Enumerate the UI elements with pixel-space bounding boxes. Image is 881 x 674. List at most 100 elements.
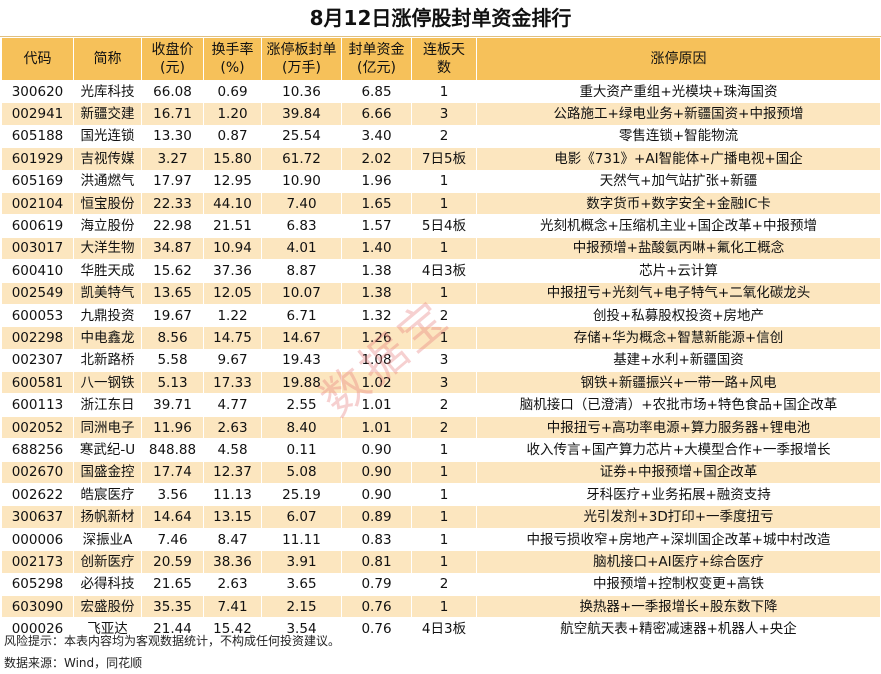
- table-row: 002941 新疆交建 16.71 1.20 39.84 6.66 3 公路施工+绿电业务+新…: [1, 102, 881, 126]
- cell-sealed-funds: 1.38: [341, 259, 412, 283]
- cell-consecutive-days: 2: [411, 303, 477, 328]
- header-label: 涨停原因: [650, 51, 707, 67]
- cell-turnover-rate: 14.75: [203, 326, 262, 350]
- header-row: 代码 简称 收盘价 (元) 换手率 (%) 涨停板封单 (万手) 封单资金 (亿元) 连板天数 涨停原…: [1, 37, 881, 81]
- cell-limit-up-reason: 中报扭亏+高功率电源+算力服务器+锂电池: [476, 415, 881, 440]
- table-row: 601929 吉视传媒 3.27 15.80 61.72 2.02 7日5板 电影《731》+…: [1, 147, 881, 171]
- table-row: 002298 中电鑫龙 8.56 14.75 14.67 1.26 1 存储+华为概念+智慧新…: [1, 326, 881, 350]
- cell-code: 601929: [1, 147, 74, 171]
- cell-sealed-funds: 1.57: [341, 214, 412, 238]
- cell-name: 光库科技: [73, 79, 142, 104]
- cell-sealed-funds: 0.89: [341, 505, 412, 529]
- header-label: 换手率: [211, 42, 254, 58]
- table-row: 600581 八一钢铁 5.13 17.33 19.88 1.02 3 钢铁+新疆振兴+一带一…: [1, 371, 881, 395]
- cell-turnover-rate: 4.58: [203, 438, 262, 462]
- cell-close-price: 35.35: [141, 594, 204, 619]
- header-label: 代码: [23, 51, 52, 67]
- cell-limit-up-reason: 电影《731》+AI智能体+广播电视+国企: [476, 147, 881, 171]
- cell-limit-up-reason: 芯片+云计算: [476, 259, 881, 283]
- table-row: 002307 北新路桥 5.58 9.67 19.43 1.08 3 基建+水利+新疆国资: [1, 348, 881, 373]
- header-unit: (万手): [282, 60, 321, 76]
- cell-name: 同洲电子: [73, 415, 142, 440]
- cell-close-price: 848.88: [141, 438, 204, 462]
- cell-name: 大洋生物: [73, 236, 142, 261]
- cell-code: 002549: [1, 281, 74, 305]
- cell-name: 深振业A: [73, 527, 142, 552]
- cell-code: 000026: [1, 617, 74, 641]
- cell-sealed-funds: 1.96: [341, 169, 412, 193]
- header-unit: (元): [160, 60, 185, 76]
- table-row: 603090 宏盛股份 35.35 7.41 2.15 0.76 1 换热器+一季报增长+股东…: [1, 594, 881, 619]
- header-code: 代码: [1, 37, 74, 81]
- cell-name: 北新路桥: [73, 348, 142, 373]
- cell-limit-up-reason: 脑机接口+AI医疗+综合医疗: [476, 550, 881, 574]
- cell-limit-up-reason: 钢铁+新疆振兴+一带一路+风电: [476, 371, 881, 395]
- header-unit: 数: [437, 60, 451, 76]
- cell-limit-up-orders: 10.90: [261, 169, 342, 193]
- cell-sealed-funds: 0.90: [341, 483, 412, 507]
- cell-consecutive-days: 1: [411, 483, 477, 507]
- cell-turnover-rate: 21.51: [203, 214, 262, 238]
- table-body: 300620 光库科技 66.08 0.69 10.36 6.85 1 重大资产重组+光模块+…: [1, 79, 881, 641]
- table-row: 002622 皓宸医疗 3.56 11.13 25.19 0.90 1 牙科医疗+业务拓展+融…: [1, 483, 881, 507]
- cell-name: 八一钢铁: [73, 371, 142, 395]
- table-row: 002052 同洲电子 11.96 2.63 8.40 1.01 2 中报扭亏+高功率电源+算…: [1, 415, 881, 440]
- cell-consecutive-days: 1: [411, 438, 477, 462]
- cell-close-price: 3.27: [141, 147, 204, 171]
- cell-name: 海立股份: [73, 214, 142, 238]
- cell-sealed-funds: 6.66: [341, 102, 412, 126]
- header-limit-up-orders: 涨停板封单 (万手): [261, 37, 342, 81]
- cell-code: 600113: [1, 393, 74, 417]
- cell-turnover-rate: 13.15: [203, 505, 262, 529]
- table-row: 002104 恒宝股份 22.33 44.10 7.40 1.65 1 数字货币+数字安全+金…: [1, 191, 881, 216]
- cell-limit-up-orders: 6.83: [261, 214, 342, 238]
- cell-sealed-funds: 0.76: [341, 594, 412, 619]
- cell-close-price: 14.64: [141, 505, 204, 529]
- cell-consecutive-days: 1: [411, 594, 477, 619]
- cell-consecutive-days: 5日4板: [411, 214, 477, 238]
- table-row: 000026 飞亚达 21.44 15.42 3.54 0.76 4日3板 航空航天表+精密减…: [1, 617, 881, 641]
- header-close-price: 收盘价 (元): [141, 37, 204, 81]
- cell-consecutive-days: 1: [411, 281, 477, 305]
- cell-limit-up-orders: 2.15: [261, 594, 342, 619]
- header-consecutive-days: 连板天数: [411, 37, 477, 81]
- cell-name: 宏盛股份: [73, 594, 142, 619]
- table-row: 000006 深振业A 7.46 8.47 11.11 0.83 1 中报亏损收窄+房地产+深…: [1, 527, 881, 552]
- cell-consecutive-days: 1: [411, 460, 477, 485]
- cell-close-price: 22.33: [141, 191, 204, 216]
- cell-limit-up-reason: 零售连锁+智能物流: [476, 124, 881, 149]
- cell-limit-up-orders: 39.84: [261, 102, 342, 126]
- cell-limit-up-orders: 11.11: [261, 527, 342, 552]
- cell-turnover-rate: 9.67: [203, 348, 262, 373]
- table-row: 300637 扬帆新材 14.64 13.15 6.07 0.89 1 光引发剂+3D打印+一…: [1, 505, 881, 529]
- cell-limit-up-reason: 数字货币+数字安全+金融IC卡: [476, 191, 881, 216]
- cell-turnover-rate: 12.05: [203, 281, 262, 305]
- cell-limit-up-orders: 61.72: [261, 147, 342, 171]
- limit-up-table: 代码 简称 收盘价 (元) 换手率 (%) 涨停板封单 (万手) 封单资金 (亿元) 连板天数 涨停原…: [1, 37, 881, 641]
- cell-code: 300637: [1, 505, 74, 529]
- cell-code: 688256: [1, 438, 74, 462]
- cell-sealed-funds: 0.79: [341, 572, 412, 596]
- cell-consecutive-days: 3: [411, 371, 477, 395]
- cell-name: 吉视传媒: [73, 147, 142, 171]
- cell-consecutive-days: 1: [411, 527, 477, 552]
- cell-limit-up-reason: 脑机接口（已澄清）+农批市场+特色食品+国企改革: [476, 393, 881, 417]
- cell-sealed-funds: 1.32: [341, 303, 412, 328]
- cell-limit-up-reason: 证券+中报预增+国企改革: [476, 460, 881, 485]
- cell-turnover-rate: 0.69: [203, 79, 262, 104]
- cell-limit-up-orders: 6.71: [261, 303, 342, 328]
- cell-close-price: 21.44: [141, 617, 204, 641]
- cell-limit-up-reason: 基建+水利+新疆国资: [476, 348, 881, 373]
- cell-turnover-rate: 12.95: [203, 169, 262, 193]
- cell-close-price: 11.96: [141, 415, 204, 440]
- cell-code: 605169: [1, 169, 74, 193]
- cell-limit-up-orders: 6.07: [261, 505, 342, 529]
- header-turnover-rate: 换手率 (%): [203, 37, 262, 81]
- cell-consecutive-days: 3: [411, 348, 477, 373]
- table-row: 003017 大洋生物 34.87 10.94 4.01 1.40 1 中报预增+盐酸氨丙啉+…: [1, 236, 881, 261]
- cell-close-price: 5.13: [141, 371, 204, 395]
- cell-limit-up-reason: 换热器+一季报增长+股东数下降: [476, 594, 881, 619]
- cell-close-price: 17.97: [141, 169, 204, 193]
- cell-limit-up-reason: 光刻机概念+压缩机主业+国企改革+中报预增: [476, 214, 881, 238]
- cell-close-price: 19.67: [141, 303, 204, 328]
